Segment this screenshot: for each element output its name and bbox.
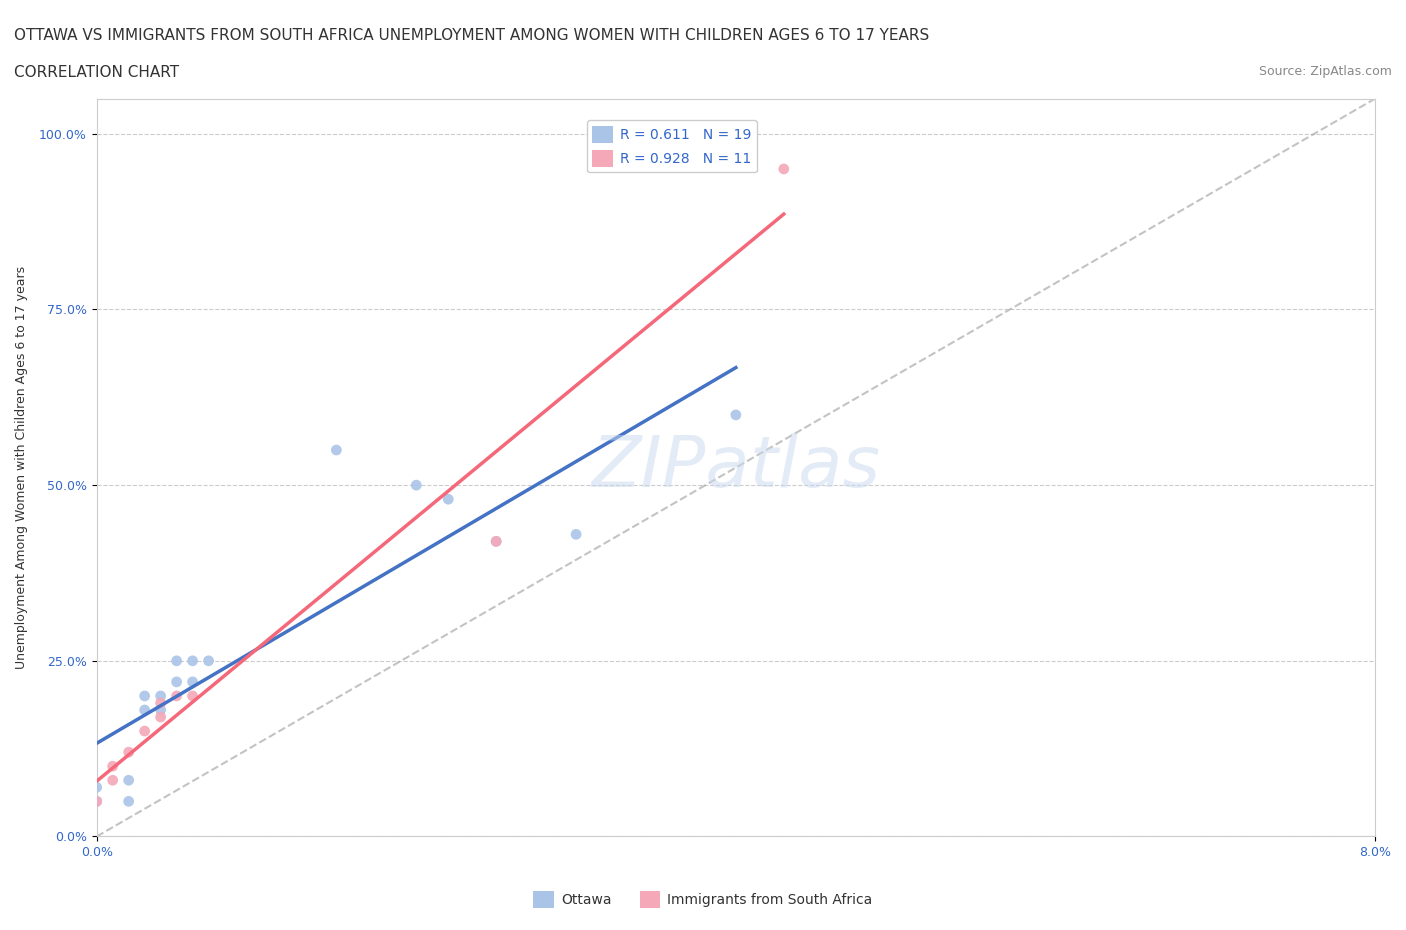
Point [772, 162, 794, 177]
Text: ZIPatlas: ZIPatlas [592, 433, 880, 502]
Point [197, 654, 219, 669]
Text: Source: ZipAtlas.com: Source: ZipAtlas.com [1258, 65, 1392, 78]
Text: CORRELATION CHART: CORRELATION CHART [14, 65, 179, 80]
Point [149, 688, 172, 703]
Point [166, 688, 188, 703]
Point [437, 492, 460, 507]
Legend: Ottawa, Immigrants from South Africa: Ottawa, Immigrants from South Africa [527, 885, 879, 914]
Y-axis label: Unemployment Among Women with Children Ages 6 to 17 years: Unemployment Among Women with Children A… [15, 266, 28, 670]
Point [118, 745, 141, 760]
Point [166, 654, 188, 669]
Point [134, 688, 156, 703]
Point [485, 534, 508, 549]
Point [181, 688, 204, 703]
Point [485, 534, 508, 549]
Point [118, 773, 141, 788]
Point [565, 527, 588, 542]
Point [86, 780, 108, 795]
Point [181, 654, 204, 669]
Legend: R = 0.611   N = 19, R = 0.928   N = 11: R = 0.611 N = 19, R = 0.928 N = 11 [586, 120, 756, 172]
Point [405, 478, 427, 493]
Text: OTTAWA VS IMMIGRANTS FROM SOUTH AFRICA UNEMPLOYMENT AMONG WOMEN WITH CHILDREN AG: OTTAWA VS IMMIGRANTS FROM SOUTH AFRICA U… [14, 28, 929, 43]
Point [101, 773, 124, 788]
Point [134, 724, 156, 738]
Point [101, 759, 124, 774]
Point [149, 696, 172, 711]
Point [181, 674, 204, 689]
Point [166, 674, 188, 689]
Point [724, 407, 747, 422]
Point [86, 794, 108, 809]
Point [118, 794, 141, 809]
Point [149, 702, 172, 717]
Point [86, 794, 108, 809]
Point [325, 443, 347, 458]
Point [149, 710, 172, 724]
Point [134, 702, 156, 717]
